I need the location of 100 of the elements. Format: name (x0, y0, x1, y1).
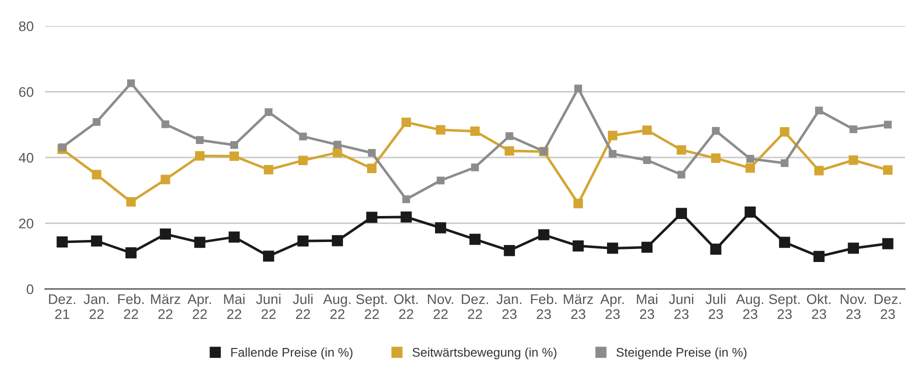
point (712, 126, 720, 135)
y-tick-label: 80 (19, 21, 34, 32)
point (504, 146, 514, 156)
x-tick-label: Dez. 22 (462, 294, 488, 319)
point (297, 235, 309, 247)
x-tick-label: Nov. 22 (428, 294, 454, 319)
point (850, 125, 858, 134)
point (608, 150, 616, 158)
point (538, 229, 550, 240)
x-tick-label: Mai 22 (224, 294, 244, 319)
x-tick-label: Feb. 23 (531, 294, 556, 320)
point (334, 140, 342, 149)
point (607, 242, 618, 254)
point (436, 176, 444, 184)
point (779, 236, 790, 248)
x-tick-label: Juni 23 (668, 294, 694, 320)
point (678, 170, 686, 178)
point (676, 208, 687, 219)
point (127, 79, 135, 88)
point (126, 197, 136, 207)
x-tick-label: Aug. 23 (736, 294, 764, 320)
x-tick-label: Apr. 23 (600, 294, 624, 320)
x-tick-label: Mai 23 (636, 294, 658, 320)
x-tick-label: März 23 (564, 294, 593, 320)
point (469, 234, 481, 245)
legend-label: Seitwärtsbewegung (in %) (412, 348, 556, 360)
point (332, 148, 342, 158)
point (882, 238, 894, 250)
point (643, 156, 651, 164)
point (230, 141, 238, 149)
point (642, 125, 652, 135)
point (264, 164, 274, 174)
point (56, 236, 68, 248)
point (745, 163, 755, 173)
point (848, 242, 859, 254)
point (436, 125, 446, 135)
point (194, 236, 206, 248)
point (573, 198, 583, 208)
legend-label: Steigende Preise (in %) (616, 348, 746, 360)
x-tick-label: Juni 22 (256, 294, 280, 319)
point (299, 132, 307, 140)
point (884, 120, 892, 129)
x-tick-label: Feb. 22 (118, 294, 144, 319)
y-tick-label: 40 (18, 152, 34, 163)
point (471, 163, 479, 172)
point (160, 174, 170, 184)
x-tick-label: Sept. 23 (769, 294, 800, 320)
x-tick-label: Nov. 23 (840, 294, 866, 320)
point (401, 118, 411, 128)
x-tick-label: Okt. 23 (806, 294, 830, 320)
point (641, 242, 653, 253)
point (92, 170, 102, 180)
x-tick-label: Jan. 23 (496, 294, 522, 320)
x-tick-label: Dez. 21 (49, 294, 76, 319)
point (196, 136, 204, 144)
point (744, 206, 756, 218)
x-tick-label: Juli 23 (706, 294, 726, 320)
point (400, 211, 412, 223)
point (676, 145, 686, 155)
point (814, 166, 824, 176)
x-tick-label: Okt. 22 (394, 294, 418, 319)
point (402, 195, 410, 204)
point (58, 143, 66, 152)
x-tick-label: Sept. 22 (356, 294, 387, 319)
point (813, 250, 825, 262)
point (91, 235, 102, 247)
point (608, 130, 618, 140)
x-tick-label: Dez. 23 (874, 294, 901, 320)
point (780, 127, 790, 137)
point (298, 156, 308, 166)
x-tick-label: Juli 22 (292, 294, 312, 319)
point (780, 159, 788, 167)
point (125, 247, 137, 258)
point (883, 165, 893, 175)
point (574, 84, 582, 92)
point (366, 212, 378, 223)
point (470, 126, 480, 136)
x-tick-label: Aug. 22 (323, 294, 350, 319)
point (264, 108, 272, 116)
point (572, 240, 584, 252)
point (367, 164, 377, 174)
y-tick-label: 60 (19, 87, 34, 97)
point (332, 235, 343, 246)
point (504, 244, 515, 256)
point (263, 250, 274, 262)
point (228, 232, 240, 243)
point (815, 106, 823, 114)
x-tick-label: März 22 (151, 294, 180, 319)
point (710, 244, 722, 255)
point (160, 228, 171, 240)
point (162, 120, 170, 128)
point (229, 151, 239, 161)
point (195, 151, 205, 161)
x-tick-label: Jan. 22 (84, 294, 108, 319)
x-tick-label: Apr. 22 (187, 294, 211, 319)
y-tick-label: 20 (19, 218, 34, 228)
point (435, 222, 446, 234)
point (746, 154, 754, 163)
point (92, 118, 100, 126)
legend-label: Fallende Preise (in %) (231, 348, 352, 360)
